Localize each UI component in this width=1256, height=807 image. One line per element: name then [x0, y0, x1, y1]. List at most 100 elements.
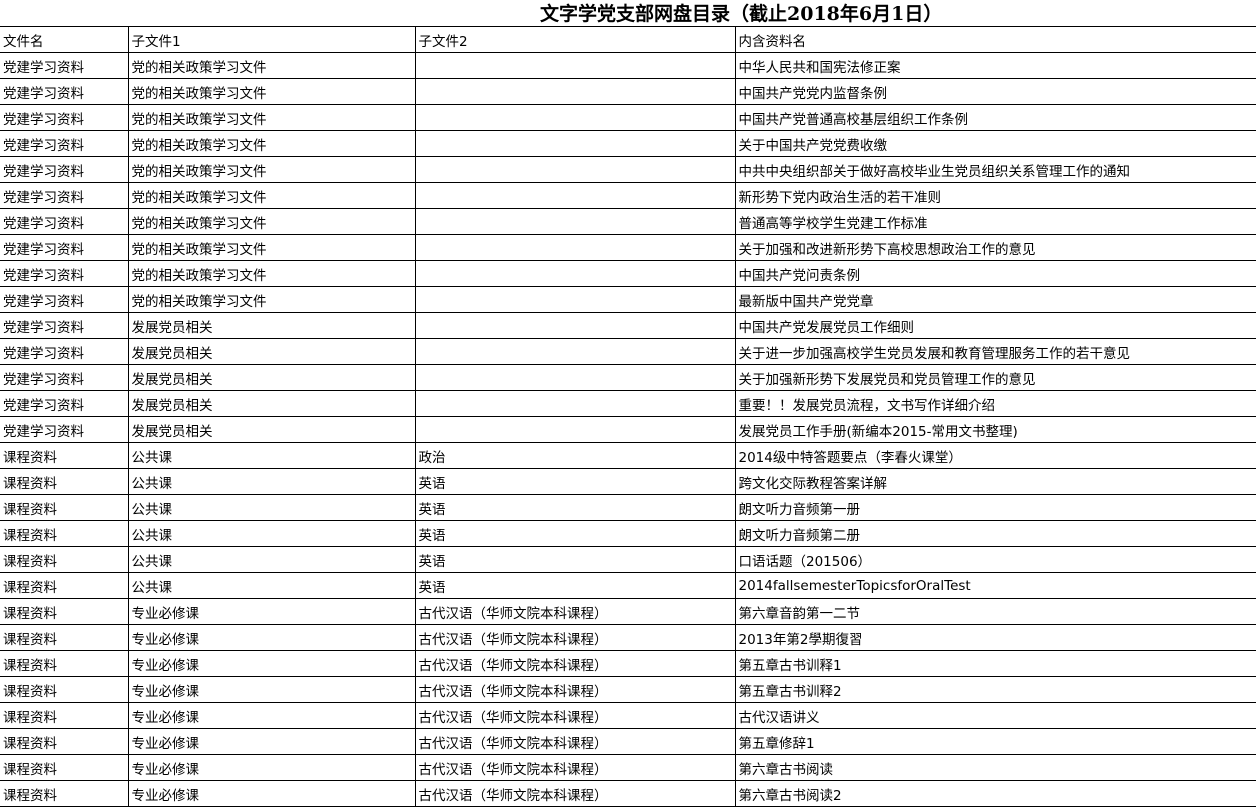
cell-subfolder1[interactable]: 专业必修课 — [127, 650, 416, 677]
cell-contents[interactable]: 中国共产党普通高校基层组织工作条例 — [734, 104, 1256, 131]
cell-contents[interactable]: 第六章古书阅读2 — [734, 780, 1256, 807]
cell-contents[interactable]: 重要！！发展党员流程，文书写作详细介绍 — [734, 390, 1256, 417]
cell-subfolder1[interactable]: 专业必修课 — [127, 702, 416, 729]
cell-subfolder2[interactable]: 古代汉语（华师文院本科课程） — [414, 728, 736, 755]
cell-subfolder2[interactable] — [414, 182, 736, 209]
cell-filename[interactable]: 党建学习资料 — [0, 182, 129, 209]
cell-subfolder2[interactable] — [414, 260, 736, 287]
cell-subfolder2[interactable]: 英语 — [414, 494, 736, 521]
cell-filename[interactable]: 课程资料 — [0, 598, 129, 625]
cell-subfolder2[interactable] — [414, 156, 736, 183]
cell-filename[interactable]: 课程资料 — [0, 650, 129, 677]
cell-contents[interactable]: 中国共产党问责条例 — [734, 260, 1256, 287]
cell-subfolder2[interactable]: 古代汉语（华师文院本科课程） — [414, 754, 736, 781]
cell-subfolder2[interactable]: 古代汉语（华师文院本科课程） — [414, 598, 736, 625]
cell-contents[interactable]: 普通高等学校学生党建工作标准 — [734, 208, 1256, 235]
cell-contents[interactable]: 最新版中国共产党党章 — [734, 286, 1256, 313]
cell-contents[interactable]: 第六章古书阅读 — [734, 754, 1256, 781]
cell-filename[interactable]: 党建学习资料 — [0, 364, 129, 391]
cell-subfolder1[interactable]: 专业必修课 — [127, 676, 416, 703]
cell-subfolder1[interactable]: 专业必修课 — [127, 598, 416, 625]
cell-subfolder1[interactable]: 专业必修课 — [127, 624, 416, 651]
cell-subfolder1[interactable]: 公共课 — [127, 546, 416, 573]
cell-filename[interactable]: 课程资料 — [0, 468, 129, 495]
cell-subfolder1[interactable]: 发展党员相关 — [127, 390, 416, 417]
cell-subfolder2[interactable] — [414, 390, 736, 417]
cell-subfolder1[interactable]: 发展党员相关 — [127, 364, 416, 391]
cell-subfolder2[interactable] — [414, 286, 736, 313]
cell-filename[interactable]: 课程资料 — [0, 494, 129, 521]
cell-subfolder2[interactable]: 英语 — [414, 520, 736, 547]
cell-subfolder2[interactable]: 古代汉语（华师文院本科课程） — [414, 780, 736, 807]
header-cell-subfolder1[interactable]: 子文件1 — [127, 26, 416, 53]
cell-subfolder1[interactable]: 党的相关政策学习文件 — [127, 104, 416, 131]
cell-subfolder2[interactable] — [414, 208, 736, 235]
cell-contents[interactable]: 第六章音韵第一二节 — [734, 598, 1256, 625]
cell-subfolder1[interactable]: 党的相关政策学习文件 — [127, 52, 416, 79]
cell-contents[interactable]: 关于中国共产党党费收缴 — [734, 130, 1256, 157]
cell-filename[interactable]: 课程资料 — [0, 676, 129, 703]
cell-filename[interactable]: 课程资料 — [0, 520, 129, 547]
cell-subfolder2[interactable]: 政治 — [414, 442, 736, 469]
cell-filename[interactable]: 党建学习资料 — [0, 130, 129, 157]
cell-subfolder1[interactable]: 专业必修课 — [127, 754, 416, 781]
cell-contents[interactable]: 2013年第2學期復習 — [734, 624, 1256, 651]
cell-subfolder1[interactable]: 党的相关政策学习文件 — [127, 130, 416, 157]
cell-contents[interactable]: 中华人民共和国宪法修正案 — [734, 52, 1256, 79]
cell-contents[interactable]: 第五章修辞1 — [734, 728, 1256, 755]
cell-subfolder1[interactable]: 公共课 — [127, 442, 416, 469]
cell-subfolder1[interactable]: 公共课 — [127, 468, 416, 495]
cell-subfolder2[interactable]: 古代汉语（华师文院本科课程） — [414, 624, 736, 651]
cell-subfolder2[interactable] — [414, 234, 736, 261]
header-cell-filename[interactable]: 文件名 — [0, 26, 129, 53]
cell-subfolder1[interactable]: 发展党员相关 — [127, 312, 416, 339]
cell-contents[interactable]: 关于加强新形势下发展党员和党员管理工作的意见 — [734, 364, 1256, 391]
cell-subfolder2[interactable]: 古代汉语（华师文院本科课程） — [414, 702, 736, 729]
cell-filename[interactable]: 党建学习资料 — [0, 78, 129, 105]
cell-contents[interactable]: 第五章古书训释1 — [734, 650, 1256, 677]
cell-filename[interactable]: 党建学习资料 — [0, 208, 129, 235]
cell-filename[interactable]: 课程资料 — [0, 702, 129, 729]
cell-subfolder2[interactable]: 英语 — [414, 572, 736, 599]
cell-subfolder2[interactable] — [414, 104, 736, 131]
cell-subfolder2[interactable] — [414, 52, 736, 79]
cell-contents[interactable]: 发展党员工作手册(新编本2015-常用文书整理) — [734, 416, 1256, 443]
cell-subfolder1[interactable]: 党的相关政策学习文件 — [127, 286, 416, 313]
cell-subfolder1[interactable]: 党的相关政策学习文件 — [127, 156, 416, 183]
header-cell-contents[interactable]: 内含资料名 — [734, 26, 1256, 53]
cell-contents[interactable]: 古代汉语讲义 — [734, 702, 1256, 729]
cell-subfolder2[interactable] — [414, 78, 736, 105]
cell-subfolder1[interactable]: 公共课 — [127, 572, 416, 599]
cell-subfolder2[interactable]: 古代汉语（华师文院本科课程） — [414, 650, 736, 677]
cell-subfolder1[interactable]: 发展党员相关 — [127, 338, 416, 365]
cell-subfolder1[interactable]: 专业必修课 — [127, 780, 416, 807]
cell-contents[interactable]: 口语话题（201506） — [734, 546, 1256, 573]
cell-contents[interactable]: 中共中央组织部关于做好高校毕业生党员组织关系管理工作的通知 — [734, 156, 1256, 183]
cell-filename[interactable]: 党建学习资料 — [0, 312, 129, 339]
cell-subfolder1[interactable]: 专业必修课 — [127, 728, 416, 755]
cell-contents[interactable]: 关于进一步加强高校学生党员发展和教育管理服务工作的若干意见 — [734, 338, 1256, 365]
cell-contents[interactable]: 2014级中特答题要点（李春火课堂） — [734, 442, 1256, 469]
cell-contents[interactable]: 关于加强和改进新形势下高校思想政治工作的意见 — [734, 234, 1256, 261]
cell-filename[interactable]: 党建学习资料 — [0, 260, 129, 287]
cell-filename[interactable]: 课程资料 — [0, 780, 129, 807]
cell-filename[interactable]: 课程资料 — [0, 728, 129, 755]
cell-filename[interactable]: 党建学习资料 — [0, 416, 129, 443]
cell-subfolder2[interactable]: 英语 — [414, 546, 736, 573]
cell-filename[interactable]: 课程资料 — [0, 572, 129, 599]
cell-filename[interactable]: 课程资料 — [0, 624, 129, 651]
cell-filename[interactable]: 课程资料 — [0, 546, 129, 573]
cell-filename[interactable]: 党建学习资料 — [0, 104, 129, 131]
cell-subfolder1[interactable]: 党的相关政策学习文件 — [127, 234, 416, 261]
cell-contents[interactable]: 中国共产党发展党员工作细则 — [734, 312, 1256, 339]
cell-subfolder2[interactable]: 英语 — [414, 468, 736, 495]
cell-subfolder2[interactable] — [414, 312, 736, 339]
cell-subfolder1[interactable]: 党的相关政策学习文件 — [127, 182, 416, 209]
cell-filename[interactable]: 党建学习资料 — [0, 52, 129, 79]
cell-subfolder2[interactable] — [414, 364, 736, 391]
cell-subfolder1[interactable]: 党的相关政策学习文件 — [127, 78, 416, 105]
cell-contents[interactable]: 2014fallsemesterTopicsforOralTest — [734, 572, 1256, 599]
cell-filename[interactable]: 党建学习资料 — [0, 390, 129, 417]
cell-subfolder2[interactable] — [414, 338, 736, 365]
cell-contents[interactable]: 跨文化交际教程答案详解 — [734, 468, 1256, 495]
